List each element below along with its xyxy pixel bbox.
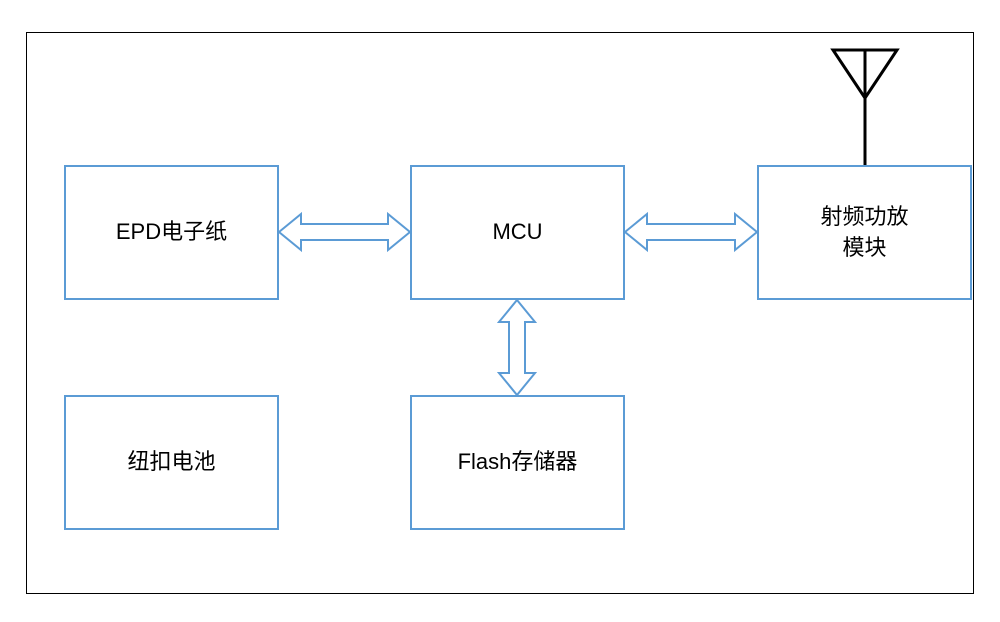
- block-flash-label: Flash存储器: [458, 447, 578, 478]
- block-flash-storage: Flash存储器: [410, 395, 625, 530]
- block-epd-label: EPD电子纸: [116, 217, 227, 248]
- block-rf-label-line1: 射频功放: [820, 204, 908, 229]
- block-coin-label: 纽扣电池: [127, 447, 215, 478]
- block-mcu: MCU: [410, 165, 625, 300]
- block-coin-cell-battery: 纽扣电池: [64, 395, 279, 530]
- arrow-mcu-rf: [623, 212, 759, 252]
- arrow-mcu-flash: [497, 298, 537, 397]
- block-epd-epaper: EPD电子纸: [64, 165, 279, 300]
- block-rf-amplifier: 射频功放 模块: [757, 165, 972, 300]
- arrow-epd-mcu: [277, 212, 412, 252]
- antenna-icon: [829, 46, 901, 169]
- block-mcu-label: MCU: [492, 217, 542, 248]
- block-rf-label: 射频功放 模块: [820, 202, 908, 264]
- block-rf-label-line2: 模块: [842, 235, 886, 260]
